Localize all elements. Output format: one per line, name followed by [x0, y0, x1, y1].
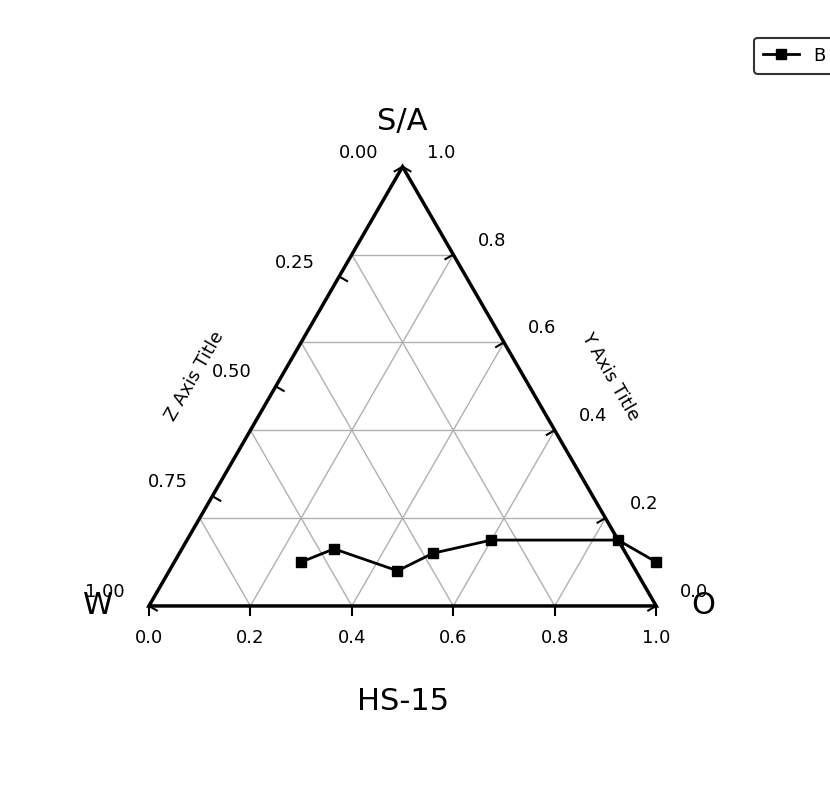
Text: 0.4: 0.4 [338, 629, 366, 647]
Text: 0.50: 0.50 [212, 364, 251, 381]
Text: 1.0: 1.0 [427, 144, 455, 162]
Text: 0.00: 0.00 [339, 144, 378, 162]
Text: 0.6: 0.6 [439, 629, 467, 647]
Text: 0.75: 0.75 [149, 473, 188, 491]
Text: O: O [691, 591, 715, 620]
Text: 1.00: 1.00 [85, 583, 124, 601]
Text: 0.2: 0.2 [237, 629, 265, 647]
Text: 0.8: 0.8 [477, 232, 505, 250]
Text: 1.0: 1.0 [642, 629, 671, 647]
Text: 0.25: 0.25 [275, 254, 315, 271]
Text: 0.4: 0.4 [579, 408, 608, 425]
Text: S/A: S/A [378, 107, 427, 136]
Text: 0.8: 0.8 [540, 629, 569, 647]
Text: HS-15: HS-15 [357, 687, 449, 716]
Text: 0.6: 0.6 [528, 319, 557, 338]
Text: 0.2: 0.2 [630, 495, 658, 513]
Text: W: W [83, 591, 114, 620]
Text: 0.0: 0.0 [134, 629, 163, 647]
Text: Z Axis Title: Z Axis Title [162, 328, 227, 424]
Text: Y Axis Title: Y Axis Title [578, 329, 643, 423]
Legend: B: B [754, 37, 830, 74]
Text: 0.0: 0.0 [681, 583, 709, 601]
